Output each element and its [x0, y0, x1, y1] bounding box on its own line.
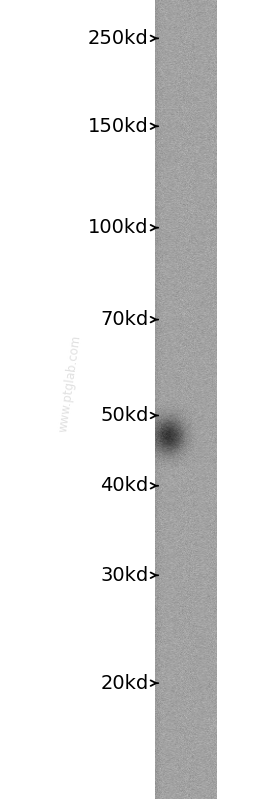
- Text: 250kd: 250kd: [88, 29, 148, 48]
- Text: 50kd: 50kd: [100, 406, 148, 425]
- Text: 100kd: 100kd: [88, 218, 148, 237]
- Text: 70kd: 70kd: [100, 310, 148, 329]
- Text: 40kd: 40kd: [100, 476, 148, 495]
- Text: 30kd: 30kd: [100, 566, 148, 585]
- Text: 150kd: 150kd: [88, 117, 148, 136]
- Text: www.ptglab.com: www.ptglab.com: [57, 334, 83, 433]
- Text: 20kd: 20kd: [100, 674, 148, 693]
